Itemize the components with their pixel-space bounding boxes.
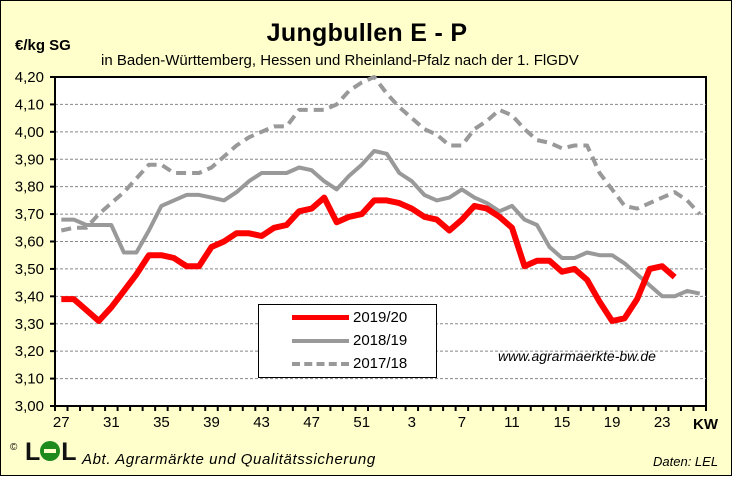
- x-axis-ticks: 27 31 35 39 43 47 51 3 7 11 15 19 23: [53, 406, 707, 431]
- legend-item-2018-19: 2018/19: [259, 330, 436, 352]
- y-tick-label: 4,10: [15, 96, 44, 113]
- x-tick-label: 11: [504, 414, 520, 431]
- x-tick-label: 15: [554, 414, 571, 431]
- logo-letter: L: [25, 438, 40, 466]
- x-tick-label: 51: [353, 414, 370, 431]
- y-tick-label: 3,50: [15, 261, 44, 278]
- y-axis-label: €/kg SG: [15, 37, 71, 54]
- department-text: Abt. Agrarmärkte und Qualitätssicherung: [82, 451, 376, 468]
- legend-swatch: [292, 315, 349, 320]
- x-tick-label: 19: [604, 414, 621, 431]
- legend-label: 2019/20: [353, 309, 408, 326]
- x-axis-label: KW: [693, 416, 718, 433]
- website-annotation: www.agrarmaerkte-bw.de: [498, 348, 656, 364]
- chart-subtitle: in Baden-Württemberg, Hessen und Rheinla…: [101, 52, 579, 69]
- legend-label: 2018/19: [353, 332, 408, 349]
- legend: 2019/20 2018/19 2017/18: [258, 304, 437, 378]
- y-tick-label: 3,00: [15, 398, 44, 415]
- copyright-symbol: ©: [10, 442, 18, 453]
- y-tick-label: 3,40: [15, 288, 44, 305]
- x-tick-label: 35: [153, 414, 170, 431]
- series-line-2019-20: [61, 194, 677, 324]
- y-axis-ticks: 3,00 3,10 3,20 3,30 3,40 3,50 3,60 3,70 3,80 3,90…: [15, 69, 55, 415]
- y-tick-label: 4,00: [15, 124, 44, 141]
- x-tick-label: 31: [103, 414, 120, 431]
- x-tick-label: 39: [203, 414, 220, 431]
- legend-label: 2017/18: [353, 355, 408, 372]
- legend-swatch: [292, 339, 349, 343]
- x-tick-label: 47: [303, 414, 320, 431]
- data-source: Daten: LEL: [653, 454, 719, 469]
- series-line-2017-18: [60, 75, 702, 233]
- logo-e-icon: [40, 441, 61, 461]
- legend-item-2019-20: 2019/20: [259, 307, 436, 329]
- x-tick-label: 23: [654, 414, 671, 431]
- y-tick-label: 3,80: [15, 179, 44, 196]
- x-tick-label: 27: [53, 414, 70, 431]
- chart-title: Jungbullen E - P: [266, 19, 468, 47]
- y-tick-label: 3,10: [15, 371, 44, 388]
- y-tick-label: 4,20: [15, 69, 44, 86]
- logo-letter: L: [61, 438, 76, 466]
- x-tick-label: 3: [408, 414, 416, 431]
- series-lines: [60, 75, 702, 324]
- series-line-2018-19: [61, 149, 701, 299]
- y-tick-label: 3,30: [15, 316, 44, 333]
- y-tick-label: 3,90: [15, 151, 44, 168]
- y-tick-label: 3,60: [15, 234, 44, 251]
- x-tick-label: 7: [458, 414, 466, 431]
- legend-swatch: [292, 362, 349, 366]
- y-tick-label: 3,20: [15, 343, 44, 360]
- legend-item-2017-18: 2017/18: [259, 353, 436, 375]
- x-tick-label: 43: [253, 414, 270, 431]
- y-tick-label: 3,70: [15, 206, 44, 223]
